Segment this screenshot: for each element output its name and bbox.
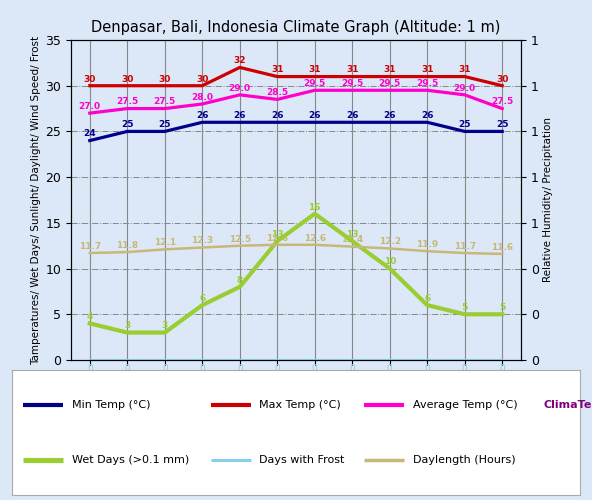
Text: Min Temp (°C): Min Temp (°C) xyxy=(72,400,150,410)
Text: 0: 0 xyxy=(87,364,93,373)
Text: 13: 13 xyxy=(346,230,359,239)
Text: 27.5: 27.5 xyxy=(491,98,513,106)
Text: ClimaTemps: ClimaTemps xyxy=(543,400,592,410)
Text: 25: 25 xyxy=(159,120,171,130)
Text: 4: 4 xyxy=(86,312,93,322)
Text: 0: 0 xyxy=(312,364,318,373)
Text: 29.5: 29.5 xyxy=(304,79,326,88)
Text: 30: 30 xyxy=(159,74,171,84)
Text: 27.5: 27.5 xyxy=(154,98,176,106)
Text: 26: 26 xyxy=(421,111,433,120)
Text: 11.8: 11.8 xyxy=(116,241,139,250)
Text: 32: 32 xyxy=(233,56,246,66)
Text: 12.6: 12.6 xyxy=(266,234,288,242)
Text: 0: 0 xyxy=(274,364,280,373)
Text: 28.0: 28.0 xyxy=(191,93,213,102)
Text: 12.2: 12.2 xyxy=(379,238,401,246)
Text: 31: 31 xyxy=(346,66,359,74)
Text: 30: 30 xyxy=(83,74,96,84)
Text: 31: 31 xyxy=(308,66,321,74)
Text: 12.5: 12.5 xyxy=(229,234,251,244)
Text: 12.3: 12.3 xyxy=(191,236,213,246)
Text: 25: 25 xyxy=(496,120,509,130)
Text: 11.7: 11.7 xyxy=(453,242,476,251)
Text: 27.0: 27.0 xyxy=(79,102,101,111)
Text: 27.5: 27.5 xyxy=(116,98,139,106)
Text: 0: 0 xyxy=(462,364,468,373)
Text: 26: 26 xyxy=(384,111,396,120)
Text: 31: 31 xyxy=(458,66,471,74)
Text: 30: 30 xyxy=(496,74,509,84)
Text: 0: 0 xyxy=(200,364,205,373)
Text: 12.6: 12.6 xyxy=(304,234,326,242)
Text: 0: 0 xyxy=(124,364,130,373)
Text: 0: 0 xyxy=(387,364,392,373)
Text: 30: 30 xyxy=(196,74,208,84)
Text: 10: 10 xyxy=(384,258,396,266)
Text: 12.4: 12.4 xyxy=(341,236,363,244)
Text: 26: 26 xyxy=(196,111,208,120)
Text: 26: 26 xyxy=(308,111,321,120)
Text: 3: 3 xyxy=(162,322,168,330)
Text: 3: 3 xyxy=(124,322,130,330)
Text: 24: 24 xyxy=(83,130,96,138)
Text: Average Temp (°C): Average Temp (°C) xyxy=(413,400,517,410)
Text: 26: 26 xyxy=(233,111,246,120)
Text: 29.0: 29.0 xyxy=(453,84,476,92)
Text: Wet Days (>0.1 mm): Wet Days (>0.1 mm) xyxy=(72,455,189,465)
Y-axis label: Relative Humidity/ Precipitation: Relative Humidity/ Precipitation xyxy=(543,118,553,282)
Text: 0: 0 xyxy=(499,364,505,373)
Text: 6: 6 xyxy=(424,294,430,303)
Text: 30: 30 xyxy=(121,74,133,84)
Text: 29.5: 29.5 xyxy=(416,79,438,88)
Text: 26: 26 xyxy=(271,111,284,120)
Text: 11.6: 11.6 xyxy=(491,243,513,252)
Title: Denpasar, Bali, Indonesia Climate Graph (Altitude: 1 m): Denpasar, Bali, Indonesia Climate Graph … xyxy=(91,20,501,34)
Text: Max Temp (°C): Max Temp (°C) xyxy=(259,400,341,410)
Text: 16: 16 xyxy=(308,202,321,211)
Text: 6: 6 xyxy=(199,294,205,303)
Text: 25: 25 xyxy=(121,120,134,130)
Text: Days with Frost: Days with Frost xyxy=(259,455,345,465)
Text: 28.5: 28.5 xyxy=(266,88,288,98)
Text: 29.5: 29.5 xyxy=(341,79,363,88)
Text: 29.5: 29.5 xyxy=(379,79,401,88)
Text: 12.1: 12.1 xyxy=(154,238,176,247)
Text: 11.9: 11.9 xyxy=(416,240,438,249)
Text: Daylength (Hours): Daylength (Hours) xyxy=(413,455,515,465)
Text: 31: 31 xyxy=(271,66,284,74)
Text: 11.7: 11.7 xyxy=(79,242,101,251)
Text: 26: 26 xyxy=(346,111,359,120)
Text: 29.0: 29.0 xyxy=(229,84,251,92)
Text: 13: 13 xyxy=(271,230,284,239)
Text: 0: 0 xyxy=(162,364,168,373)
Text: 25: 25 xyxy=(458,120,471,130)
Text: 5: 5 xyxy=(462,303,468,312)
Y-axis label: Tamperatures/ Wet Days/ Sunlight/ Daylight/ Wind Speed/ Frost: Tamperatures/ Wet Days/ Sunlight/ Daylig… xyxy=(31,36,41,364)
Text: 31: 31 xyxy=(421,66,433,74)
Text: 8: 8 xyxy=(237,276,243,284)
Text: 31: 31 xyxy=(384,66,396,74)
Text: 0: 0 xyxy=(349,364,355,373)
Text: 0: 0 xyxy=(237,364,243,373)
Text: 0: 0 xyxy=(424,364,430,373)
Text: 5: 5 xyxy=(499,303,506,312)
